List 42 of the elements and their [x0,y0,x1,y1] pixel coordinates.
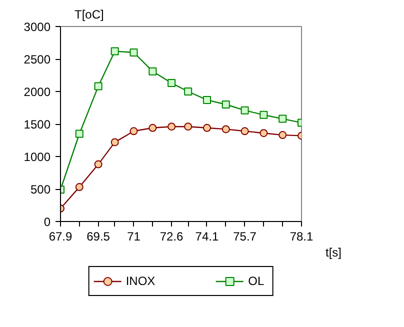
y-tick-label: 2000 [24,85,51,99]
y-tick-label: 1000 [24,150,51,164]
point [184,88,192,96]
legend-label: OL [248,274,266,288]
point [240,106,249,114]
point [222,100,230,108]
point [278,131,287,140]
y-axis-title: T[oC] [74,8,104,22]
x-tick-label: 74.1 [195,230,219,244]
point [94,82,102,90]
y-tick-label: 2500 [24,52,51,66]
point [202,124,211,132]
x-tick-label: 67.9 [48,230,73,244]
x-tick-label: 69.5 [86,230,110,244]
point [240,127,249,136]
point [222,125,230,134]
point [75,130,84,138]
point [94,160,102,168]
point [278,114,287,123]
point [148,67,157,76]
x-axis-title: t[s] [326,246,342,260]
x-tick-label: 72.6 [160,230,184,244]
point [168,122,176,131]
y-tick-label: 3000 [24,20,51,34]
y-tick-label: 1500 [24,118,51,132]
point [260,110,268,119]
point [130,48,138,56]
point [110,47,119,56]
x-tick-label: 71 [127,230,141,244]
point [184,122,192,131]
legend-label: INOX [126,274,156,288]
point [168,79,176,88]
y-tick-label: 0 [44,215,51,229]
point [75,183,84,192]
point [130,127,138,136]
y-tick-label: 500 [30,182,51,196]
x-tick-label: 78.1 [290,230,314,244]
point [110,138,119,146]
point [202,96,211,104]
point [260,129,268,138]
x-tick-label: 75.7 [233,230,257,244]
point [148,124,157,132]
